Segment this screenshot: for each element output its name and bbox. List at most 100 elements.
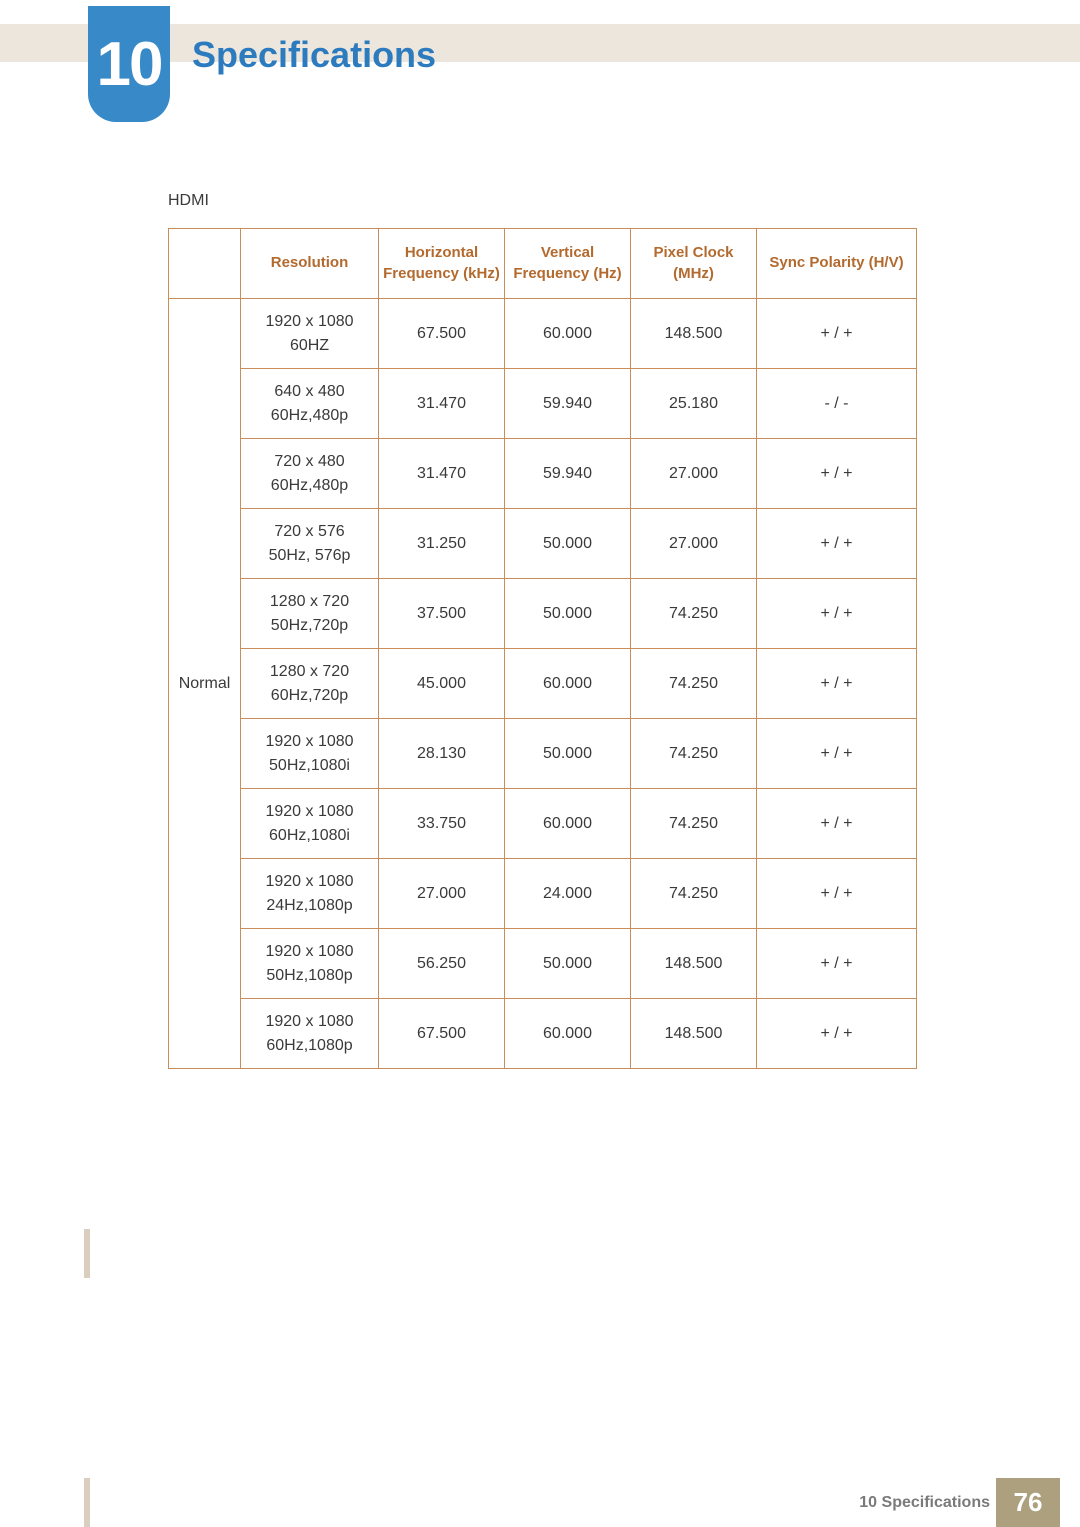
- resolution-line1: 1920 x 1080: [245, 870, 374, 894]
- resolution-cell: 1280 x 72060Hz,720p: [241, 649, 379, 719]
- vfreq-cell: 60.000: [505, 789, 631, 859]
- resolution-line2: 50Hz,1080i: [245, 754, 374, 778]
- table-row: Normal1920 x 108060HZ67.50060.000148.500…: [169, 299, 917, 369]
- vfreq-cell: 59.940: [505, 369, 631, 439]
- resolution-line1: 1280 x 720: [245, 590, 374, 614]
- syncpolarity-cell: + / +: [757, 719, 917, 789]
- vfreq-cell: 50.000: [505, 509, 631, 579]
- vfreq-cell: 59.940: [505, 439, 631, 509]
- resolution-line2: 60Hz,1080p: [245, 1034, 374, 1058]
- resolution-line1: 1920 x 1080: [245, 940, 374, 964]
- pixelclock-cell: 74.250: [631, 579, 757, 649]
- hfreq-cell: 56.250: [379, 929, 505, 999]
- resolution-line2: 60HZ: [245, 334, 374, 358]
- resolution-cell: 640 x 48060Hz,480p: [241, 369, 379, 439]
- syncpolarity-cell: + / +: [757, 509, 917, 579]
- syncpolarity-cell: + / +: [757, 789, 917, 859]
- resolution-line1: 640 x 480: [245, 380, 374, 404]
- resolution-line1: 1920 x 1080: [245, 1010, 374, 1034]
- footer-page-number: 76: [1014, 1487, 1043, 1518]
- hfreq-cell: 33.750: [379, 789, 505, 859]
- pixelclock-cell: 27.000: [631, 439, 757, 509]
- resolution-cell: 1920 x 108060HZ: [241, 299, 379, 369]
- pixelclock-cell: 25.180: [631, 369, 757, 439]
- resolution-cell: 720 x 57650Hz, 576p: [241, 509, 379, 579]
- table-row: 1920 x 108024Hz,1080p27.00024.00074.250+…: [169, 859, 917, 929]
- col-header-hfreq: Horizontal Frequency (kHz): [379, 229, 505, 299]
- resolution-cell: 1280 x 72050Hz,720p: [241, 579, 379, 649]
- resolution-line2: 50Hz,720p: [245, 614, 374, 638]
- vfreq-cell: 50.000: [505, 719, 631, 789]
- table-body: Normal1920 x 108060HZ67.50060.000148.500…: [169, 299, 917, 1069]
- resolution-line2: 50Hz, 576p: [245, 544, 374, 568]
- hfreq-cell: 45.000: [379, 649, 505, 719]
- syncpolarity-cell: + / +: [757, 579, 917, 649]
- pixelclock-cell: 74.250: [631, 859, 757, 929]
- syncpolarity-cell: + / +: [757, 649, 917, 719]
- resolution-cell: 1920 x 108060Hz,1080i: [241, 789, 379, 859]
- resolution-line1: 1280 x 720: [245, 660, 374, 684]
- resolution-line2: 60Hz,1080i: [245, 824, 374, 848]
- hfreq-cell: 31.470: [379, 439, 505, 509]
- syncpolarity-cell: + / +: [757, 299, 917, 369]
- resolution-line2: 60Hz,480p: [245, 474, 374, 498]
- syncpolarity-cell: + / +: [757, 929, 917, 999]
- resolution-cell: 1920 x 108050Hz,1080i: [241, 719, 379, 789]
- pixelclock-cell: 74.250: [631, 649, 757, 719]
- resolution-cell: 720 x 48060Hz,480p: [241, 439, 379, 509]
- table-head: Resolution Horizontal Frequency (kHz) Ve…: [169, 229, 917, 299]
- table-row: 1280 x 72060Hz,720p45.00060.00074.250+ /…: [169, 649, 917, 719]
- hfreq-cell: 31.250: [379, 509, 505, 579]
- section-label-hdmi: HDMI: [168, 192, 209, 210]
- hfreq-cell: 31.470: [379, 369, 505, 439]
- table-row: 1920 x 108060Hz,1080i33.75060.00074.250+…: [169, 789, 917, 859]
- resolution-line2: 24Hz,1080p: [245, 894, 374, 918]
- table-row: 1920 x 108060Hz,1080p67.50060.000148.500…: [169, 999, 917, 1069]
- vfreq-cell: 60.000: [505, 299, 631, 369]
- hfreq-cell: 67.500: [379, 999, 505, 1069]
- col-header-syncpol: Sync Polarity (H/V): [757, 229, 917, 299]
- table-row: 640 x 48060Hz,480p31.47059.94025.180- / …: [169, 369, 917, 439]
- page: 10 Specifications HDMI Resolution Horizo…: [0, 0, 1080, 1527]
- syncpolarity-cell: - / -: [757, 369, 917, 439]
- pixelclock-cell: 27.000: [631, 509, 757, 579]
- spec-table: Resolution Horizontal Frequency (kHz) Ve…: [168, 228, 917, 1069]
- pixelclock-cell: 148.500: [631, 999, 757, 1069]
- col-header-resolution: Resolution: [241, 229, 379, 299]
- hfreq-cell: 67.500: [379, 299, 505, 369]
- left-decorative-stripe: [84, 1229, 90, 1278]
- vfreq-cell: 24.000: [505, 859, 631, 929]
- syncpolarity-cell: + / +: [757, 999, 917, 1069]
- vfreq-cell: 50.000: [505, 579, 631, 649]
- table-row: 1920 x 108050Hz,1080i28.13050.00074.250+…: [169, 719, 917, 789]
- resolution-line2: 50Hz,1080p: [245, 964, 374, 988]
- vfreq-cell: 60.000: [505, 649, 631, 719]
- pixelclock-cell: 74.250: [631, 719, 757, 789]
- footer-left-stripe: [84, 1478, 90, 1527]
- resolution-cell: 1920 x 108050Hz,1080p: [241, 929, 379, 999]
- resolution-line1: 1920 x 1080: [245, 800, 374, 824]
- resolution-cell: 1920 x 108024Hz,1080p: [241, 859, 379, 929]
- footer-chapter-label: 10 Specifications: [859, 1494, 990, 1512]
- table-row: 720 x 48060Hz,480p31.47059.94027.000+ / …: [169, 439, 917, 509]
- table-row: 1920 x 108050Hz,1080p56.25050.000148.500…: [169, 929, 917, 999]
- hfreq-cell: 28.130: [379, 719, 505, 789]
- hfreq-cell: 37.500: [379, 579, 505, 649]
- resolution-line1: 1920 x 1080: [245, 310, 374, 334]
- syncpolarity-cell: + / +: [757, 859, 917, 929]
- table-header-row: Resolution Horizontal Frequency (kHz) Ve…: [169, 229, 917, 299]
- col-header-vfreq: Vertical Frequency (Hz): [505, 229, 631, 299]
- resolution-line1: 720 x 480: [245, 450, 374, 474]
- resolution-line1: 1920 x 1080: [245, 730, 374, 754]
- page-title: Specifications: [192, 34, 436, 76]
- syncpolarity-cell: + / +: [757, 439, 917, 509]
- category-cell: Normal: [169, 299, 241, 1069]
- col-header-pixelclock: Pixel Clock (MHz): [631, 229, 757, 299]
- vfreq-cell: 60.000: [505, 999, 631, 1069]
- col-header-blank: [169, 229, 241, 299]
- pixelclock-cell: 74.250: [631, 789, 757, 859]
- chapter-number: 10: [97, 29, 162, 100]
- vfreq-cell: 50.000: [505, 929, 631, 999]
- page-footer: 10 Specifications 76: [0, 1478, 1080, 1527]
- table-row: 720 x 57650Hz, 576p31.25050.00027.000+ /…: [169, 509, 917, 579]
